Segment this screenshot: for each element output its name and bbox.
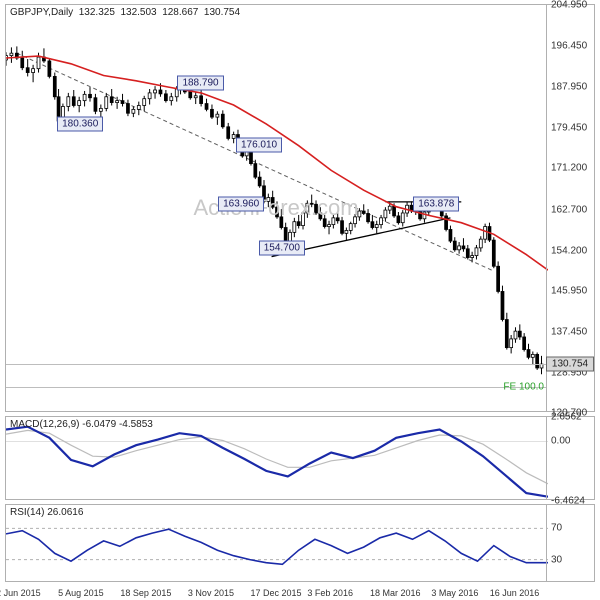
price-svg <box>6 5 548 413</box>
price-annotation: 180.360 <box>57 117 103 132</box>
rsi-plot: RSI(14) 26.0616 <box>6 505 546 581</box>
x-axis-label: 5 Aug 2015 <box>58 588 104 598</box>
macd-plot: MACD(12,26,9) -6.0479 -4.5853 <box>6 417 546 499</box>
x-axis-label: 16 Jun 2016 <box>490 588 540 598</box>
price-annotation: 163.878 <box>413 196 459 211</box>
x-axis-label: 18 Sep 2015 <box>120 588 171 598</box>
price-annotation: 188.790 <box>177 76 223 91</box>
macd-panel: MACD(12,26,9) -6.0479 -4.5853 2.65620.00… <box>5 416 595 500</box>
x-axis-label: 3 May 2016 <box>431 588 478 598</box>
x-axis-label: 17 Dec 2015 <box>250 588 301 598</box>
price-annotation: 154.700 <box>259 241 305 256</box>
x-axis-label: 18 Mar 2016 <box>370 588 421 598</box>
rsi-svg <box>6 505 548 583</box>
price-annotation: 176.010 <box>236 138 282 153</box>
macd-yaxis: 2.65620.00-6.4624 <box>546 417 594 499</box>
price-annotation: 163.960 <box>218 196 264 211</box>
rsi-yaxis: 7030 <box>546 505 594 581</box>
x-axis-label: 3 Nov 2015 <box>188 588 234 598</box>
chart-title: GBPJPY,Daily 132.325 132.503 128.667 130… <box>10 7 240 18</box>
rsi-title: RSI(14) 26.0616 <box>10 507 83 518</box>
price-plot: GBPJPY,Daily 132.325 132.503 128.667 130… <box>6 5 546 411</box>
x-axis: 22 Jun 20155 Aug 201518 Sep 20153 Nov 20… <box>5 584 547 600</box>
macd-title: MACD(12,26,9) -6.0479 -4.5853 <box>10 419 153 430</box>
fe-label: FE 100.0 <box>503 382 544 393</box>
x-axis-label: 3 Feb 2016 <box>307 588 353 598</box>
price-chart-panel: GBPJPY,Daily 132.325 132.503 128.667 130… <box>5 4 595 412</box>
rsi-panel: RSI(14) 26.0616 7030 <box>5 504 595 582</box>
price-yaxis: 204.950196.450187.950179.450171.200162.7… <box>546 5 594 411</box>
x-axis-label: 22 Jun 2015 <box>0 588 41 598</box>
